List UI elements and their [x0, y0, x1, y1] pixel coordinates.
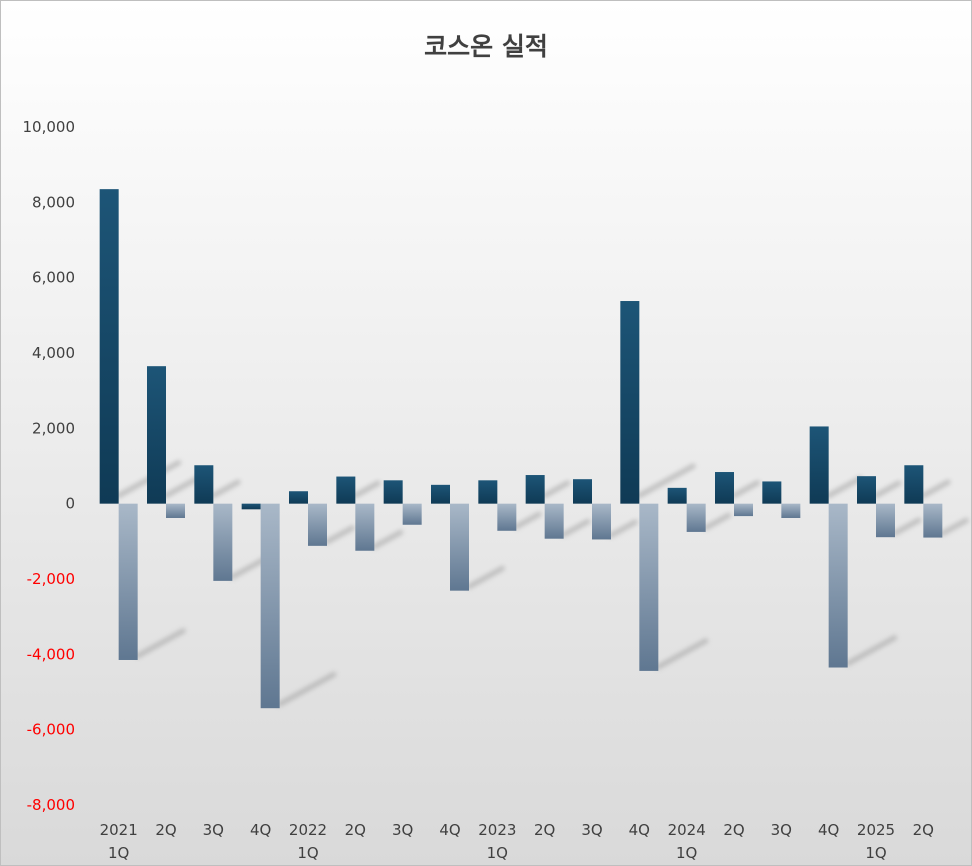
y-tick-label: 6,000	[32, 269, 75, 287]
bar-series-1	[194, 465, 214, 504]
bar-series-1	[715, 472, 734, 504]
x-category-label: 2Q	[913, 821, 934, 839]
bar-series-2	[781, 503, 801, 518]
bar-shadow	[826, 475, 863, 499]
x-category-label: 1Q	[487, 844, 508, 862]
bar-shadow	[324, 525, 355, 545]
bar-series-1	[904, 465, 924, 504]
bar-series-2	[308, 503, 327, 546]
x-category-label: 1Q	[865, 844, 886, 862]
y-tick-label: 4,000	[32, 344, 75, 362]
x-category-label: 2Q	[534, 821, 555, 839]
chart-title: 코스온 실적	[424, 32, 548, 61]
x-category-label: 4Q	[818, 821, 839, 839]
x-category-label: 2Q	[723, 821, 744, 839]
bar-shadow	[655, 638, 709, 670]
bar-shadow	[731, 480, 761, 499]
bar-series-1	[431, 484, 450, 504]
x-category-label: 4Q	[629, 821, 650, 839]
bar-series-1	[336, 476, 356, 504]
bar-shadow	[229, 556, 267, 580]
bar-series-1	[289, 491, 308, 504]
bar-series-2	[544, 503, 564, 539]
bar-series-1	[525, 475, 545, 504]
bar-series-2	[497, 503, 517, 531]
bar-series-2	[260, 503, 280, 709]
x-category-label: 4Q	[250, 821, 271, 839]
x-category-label: 2Q	[345, 821, 366, 839]
bar-shadow	[845, 635, 898, 667]
bar-series-1	[147, 366, 166, 504]
bar-series-1	[99, 189, 119, 504]
x-category-label: 2022	[289, 821, 327, 839]
bar-series-2	[450, 503, 469, 591]
bar-shadow	[542, 480, 571, 499]
y-tick-label: -4,000	[27, 645, 75, 663]
bar-shadow	[873, 480, 902, 499]
bar-shadow	[703, 512, 732, 531]
y-tick-label: -8,000	[27, 796, 75, 814]
bar-shadow	[371, 529, 404, 550]
bar-shadow	[920, 479, 951, 499]
bar-series-2	[118, 503, 138, 660]
bar-shadow	[352, 480, 381, 499]
y-tick-label: 0	[65, 495, 75, 513]
x-category-label: 2021	[100, 821, 138, 839]
y-tick-label: 8,000	[32, 193, 75, 211]
bar-series-1	[857, 476, 876, 504]
y-tick-label: -2,000	[27, 570, 75, 588]
bar-shadow	[892, 517, 922, 536]
x-category-label: 3Q	[203, 821, 224, 839]
bar-series-1	[573, 479, 592, 504]
bar-series-2	[686, 503, 706, 532]
x-category-label: 2023	[478, 821, 516, 839]
bar-shadow	[561, 518, 591, 538]
bar-series-2	[876, 503, 895, 538]
x-category-label: 1Q	[297, 844, 318, 862]
x-category-label: 2Q	[155, 821, 176, 839]
y-tick-label: -6,000	[27, 721, 75, 739]
bar-series-1	[478, 480, 498, 504]
bar-series-1	[383, 480, 403, 504]
y-tick-label: 2,000	[32, 419, 75, 437]
x-category-label: 2025	[857, 821, 895, 839]
x-category-label: 2024	[668, 821, 706, 839]
bar-series-1	[667, 487, 687, 504]
bar-shadow	[466, 565, 505, 590]
bar-series-2	[402, 503, 422, 525]
x-category-label: 3Q	[771, 821, 792, 839]
x-category-label: 1Q	[108, 844, 129, 862]
x-category-label: 3Q	[581, 821, 602, 839]
bar-series-1	[762, 481, 782, 504]
bar-shadow	[135, 628, 186, 659]
bar-series-1	[241, 503, 261, 510]
bar-series-2	[639, 503, 659, 671]
bar-shadow	[210, 479, 241, 499]
bar-series-1	[809, 426, 829, 504]
bar-series-1	[620, 301, 640, 504]
x-category-label: 3Q	[392, 821, 413, 839]
bar-series-2	[923, 503, 943, 538]
bar-series-2	[592, 503, 611, 540]
bar-series-2	[355, 503, 375, 551]
bar-series-2	[828, 503, 848, 668]
bar-series-2	[734, 503, 753, 517]
x-category-label: 1Q	[676, 844, 697, 862]
y-tick-label: 10,000	[23, 118, 76, 136]
bar-series-2	[213, 503, 233, 581]
bar-shadow	[513, 511, 542, 530]
bar-shadow	[939, 517, 969, 537]
bar-shadow	[277, 671, 337, 707]
bar-series-2	[166, 503, 185, 518]
x-category-label: 4Q	[439, 821, 460, 839]
bar-shadow	[608, 519, 638, 538]
bar-shadow	[636, 463, 696, 499]
